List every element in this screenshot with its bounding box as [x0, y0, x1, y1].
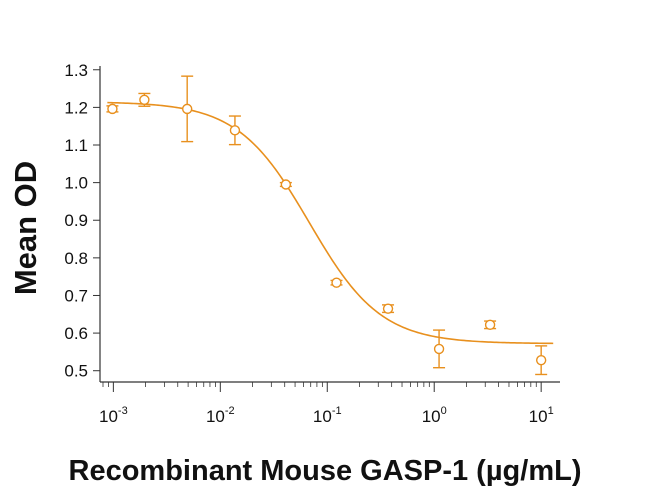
point-marker: [382, 303, 394, 314]
y-tick-label: 1.3: [64, 61, 88, 80]
data-point: [106, 103, 119, 115]
fit-curve: [107, 101, 554, 345]
point-marker: [181, 103, 193, 115]
point-marker: [107, 103, 118, 115]
y-axis-ticks: 0.5 0.6 0.7 0.8 0.9 1.0 1.1 1.2 1.3: [64, 61, 100, 381]
point-marker: [484, 319, 496, 331]
data-point: [484, 319, 497, 331]
y-tick-label: 0.5: [64, 362, 88, 381]
data-point: [228, 115, 241, 146]
point-marker: [535, 354, 547, 366]
point-marker: [139, 94, 150, 106]
x-tick-label: 100: [422, 405, 447, 426]
data-point: [279, 179, 292, 190]
data-points-layer: [106, 75, 548, 376]
point-marker: [331, 277, 342, 288]
y-tick-label: 1.1: [64, 136, 88, 155]
data-point: [382, 303, 395, 314]
y-tick-label: 0.8: [64, 249, 88, 268]
point-marker: [280, 179, 292, 190]
x-axis-title: Recombinant Mouse GASP-1 (µg/mL): [69, 455, 582, 487]
fit-curve-layer: [107, 101, 554, 345]
y-tick-label: 1.0: [64, 174, 88, 193]
data-point: [138, 92, 151, 107]
y-tick-label: 1.2: [64, 98, 88, 117]
y-tick-label: 0.7: [64, 286, 88, 305]
point-marker: [433, 343, 445, 355]
x-tick-label: 10-3: [99, 405, 128, 426]
data-point: [181, 75, 194, 143]
data-point: [535, 345, 548, 376]
x-tick-label: 10-2: [206, 405, 235, 426]
y-tick-label: 0.6: [64, 324, 88, 343]
axes: [99, 66, 560, 383]
data-point: [330, 277, 343, 288]
x-axis-ticks: 10-3 10-2 10-1 100 101: [99, 382, 554, 426]
y-tick-label: 0.9: [64, 211, 88, 230]
y-axis-title: Mean OD: [8, 161, 43, 295]
point-marker: [229, 125, 241, 136]
data-point: [433, 329, 446, 369]
x-tick-label: 10-1: [313, 405, 342, 426]
x-tick-label: 101: [529, 405, 554, 426]
